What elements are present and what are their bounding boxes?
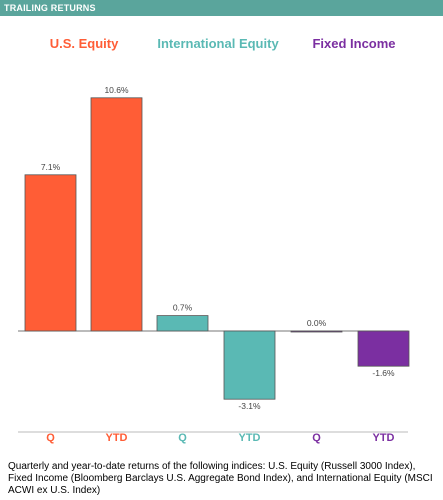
value-label-international-equity-q: 0.7% (173, 303, 193, 313)
bar-u-s-equity-ytd (90, 97, 143, 332)
value-label-u-s-equity-ytd: 10.6% (104, 85, 129, 95)
group-title-us-equity: U.S. Equity (49, 36, 119, 51)
group-title-international-equity: International Equity (157, 36, 279, 51)
value-label-international-equity-ytd: -3.1% (238, 401, 261, 411)
chart-caption: Quarterly and year-to-date returns of th… (8, 461, 433, 496)
group-title-fixed-income: Fixed Income (312, 36, 396, 51)
category-label-u-s-equity-ytd: YTD (106, 432, 128, 444)
category-label-fixed-income-q: Q (312, 432, 321, 444)
value-label-u-s-equity-q: 7.1% (41, 162, 61, 172)
category-label-international-equity-ytd: YTD (239, 432, 261, 444)
bar-u-s-equity-q (24, 174, 77, 332)
bar-international-equity-ytd (223, 330, 276, 400)
value-label-fixed-income-q: 0.0% (307, 318, 327, 328)
section-header: TRAILING RETURNS (0, 0, 443, 16)
value-label-fixed-income-ytd: -1.6% (372, 368, 395, 378)
bar-international-equity-q (156, 315, 209, 332)
returns-bar-chart: 7.1% Q 10.6% YTD 0.7% Q -3.1% YTD 0.0% Q -1.6% YTD (18, 85, 410, 444)
category-label-international-equity-q: Q (178, 432, 187, 444)
bar-fixed-income-ytd (357, 330, 410, 367)
category-label-fixed-income-ytd: YTD (373, 432, 395, 444)
category-label-u-s-equity-q: Q (46, 432, 55, 444)
bar-fixed-income-q (290, 330, 343, 333)
